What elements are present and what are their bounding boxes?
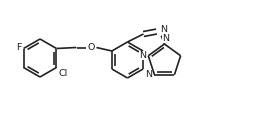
Text: N: N [162,34,169,43]
Text: N: N [139,51,146,60]
Text: O: O [88,43,95,52]
Text: Cl: Cl [59,69,68,78]
Text: N: N [146,70,152,79]
Text: N: N [160,26,168,35]
Text: F: F [16,43,22,52]
